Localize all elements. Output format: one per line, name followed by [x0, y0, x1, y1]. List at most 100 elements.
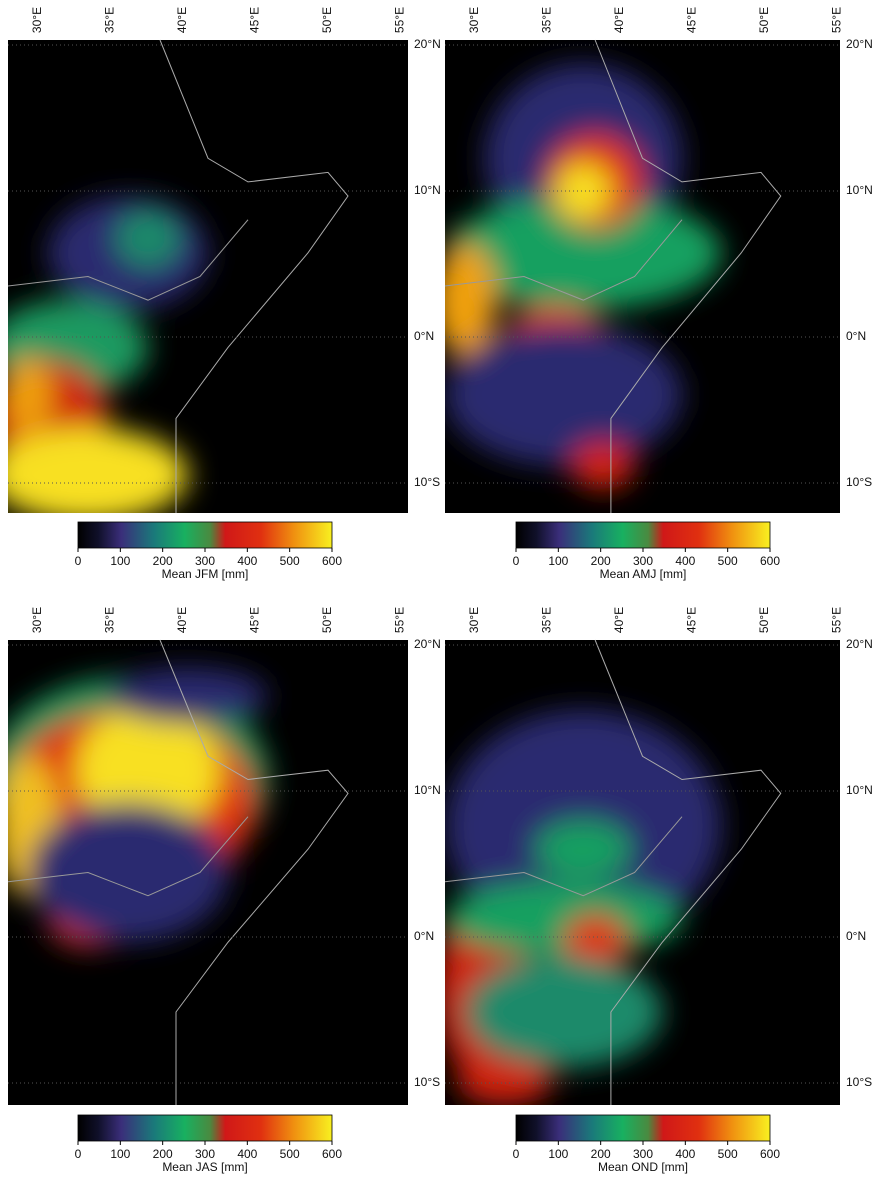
longitude-label: 30°E [30, 607, 44, 633]
longitude-label: 55°E [830, 7, 844, 33]
colorbar-tick-label: 500 [718, 1147, 738, 1161]
colorbar-tick-label: 500 [718, 554, 738, 568]
colorbar [515, 1114, 771, 1142]
longitude-label: 45°E [685, 7, 699, 33]
colorbar-tick-label: 300 [633, 1147, 653, 1161]
longitude-label: 45°E [685, 607, 699, 633]
latitude-label: 0°N [414, 929, 434, 943]
rainfall-region [464, 956, 663, 1068]
latitude-label: 10°S [414, 1075, 440, 1089]
colorbar-tick-label: 300 [195, 554, 215, 568]
latitude-label: 10°N [414, 183, 441, 197]
border [444, 219, 683, 301]
longitude-label: 50°E [320, 7, 334, 33]
latitude-label: 10°S [414, 475, 440, 489]
longitude-label: 30°E [467, 607, 481, 633]
longitude-label: 35°E [103, 607, 117, 633]
longitude-label: 50°E [757, 7, 771, 33]
colorbar [77, 1114, 333, 1142]
latitude-label: 10°N [414, 783, 441, 797]
colorbar-tick-label: 500 [280, 554, 300, 568]
map-panel [7, 39, 408, 513]
rainfall-region [563, 914, 627, 971]
rainfall-region [108, 667, 268, 724]
rainfall-region [445, 323, 682, 466]
rainfall-field [8, 667, 268, 947]
rainfall-field [8, 196, 208, 513]
longitude-label: 35°E [540, 607, 554, 633]
colorbar-tick-label: 0 [75, 554, 82, 568]
colorbar-tick-label: 100 [110, 1147, 130, 1161]
rainfall-region [555, 162, 611, 220]
coastline [594, 39, 782, 513]
latitude-label: 0°N [846, 929, 866, 943]
longitude-label: 55°E [830, 607, 844, 633]
longitude-label: 50°E [320, 607, 334, 633]
longitude-label: 55°E [393, 7, 407, 33]
border [7, 816, 249, 897]
longitude-label: 30°E [30, 7, 44, 33]
rainfall-region [76, 705, 220, 836]
colorbar-tick-label: 100 [548, 1147, 568, 1161]
rainfall-field [445, 709, 722, 1105]
latitude-label: 10°S [846, 475, 872, 489]
colorbar-tick-label: 500 [280, 1147, 300, 1161]
colorbar-label: Mean OND [mm] [598, 1160, 688, 1174]
colorbar-tick-label: 600 [760, 554, 780, 568]
longitude-label: 40°E [612, 607, 626, 633]
colorbar-tick-label: 100 [110, 554, 130, 568]
rainfall-region [445, 243, 497, 357]
map-panel [444, 639, 840, 1105]
longitude-label: 30°E [467, 7, 481, 33]
coastline [159, 39, 349, 513]
colorbar-tick-label: 200 [591, 1147, 611, 1161]
colorbar-tick-label: 600 [322, 1147, 342, 1161]
map-panel [444, 39, 840, 513]
rainfall-region [535, 821, 631, 878]
colorbar-tick-label: 0 [513, 554, 520, 568]
latitude-label: 20°N [846, 37, 873, 51]
longitude-label: 50°E [757, 607, 771, 633]
longitude-label: 45°E [248, 7, 262, 33]
latitude-label: 20°N [414, 37, 441, 51]
colorbar-tick-label: 0 [75, 1147, 82, 1161]
rainfall-region [8, 427, 188, 513]
colorbar-label: Mean AMJ [mm] [600, 567, 687, 581]
latitude-label: 20°N [414, 637, 441, 651]
colorbar-tick-label: 100 [548, 554, 568, 568]
longitude-label: 40°E [175, 607, 189, 633]
rainfall-region [445, 881, 682, 957]
colorbar-tick-label: 200 [153, 1147, 173, 1161]
rainfall-field [445, 63, 722, 490]
colorbar [515, 521, 771, 549]
longitude-label: 40°E [612, 7, 626, 33]
latitude-label: 10°N [846, 783, 873, 797]
coastline [594, 639, 782, 1105]
border [7, 219, 249, 301]
colorbar-tick-label: 300 [195, 1147, 215, 1161]
longitude-label: 45°E [248, 607, 262, 633]
latitude-label: 20°N [846, 637, 873, 651]
rainfall-region [28, 802, 228, 943]
coastline [159, 639, 349, 1105]
longitude-label: 40°E [175, 7, 189, 33]
rainfall-region [8, 356, 52, 433]
latitude-label: 10°N [846, 183, 873, 197]
colorbar-label: Mean JAS [mm] [162, 1160, 247, 1174]
latitude-label: 0°N [414, 329, 434, 343]
rainfall-region [571, 442, 635, 490]
rainfall-region [456, 1058, 552, 1105]
colorbar-tick-label: 200 [153, 554, 173, 568]
colorbar-tick-label: 200 [591, 554, 611, 568]
latitude-label: 0°N [846, 329, 866, 343]
border [444, 816, 683, 897]
longitude-label: 35°E [540, 7, 554, 33]
latitude-label: 10°S [846, 1075, 872, 1089]
colorbar [77, 521, 333, 549]
colorbar-tick-label: 400 [237, 554, 257, 568]
rainfall-region [445, 196, 722, 310]
colorbar-tick-label: 0 [513, 1147, 520, 1161]
map-panel [7, 639, 408, 1105]
colorbar-tick-label: 300 [633, 554, 653, 568]
